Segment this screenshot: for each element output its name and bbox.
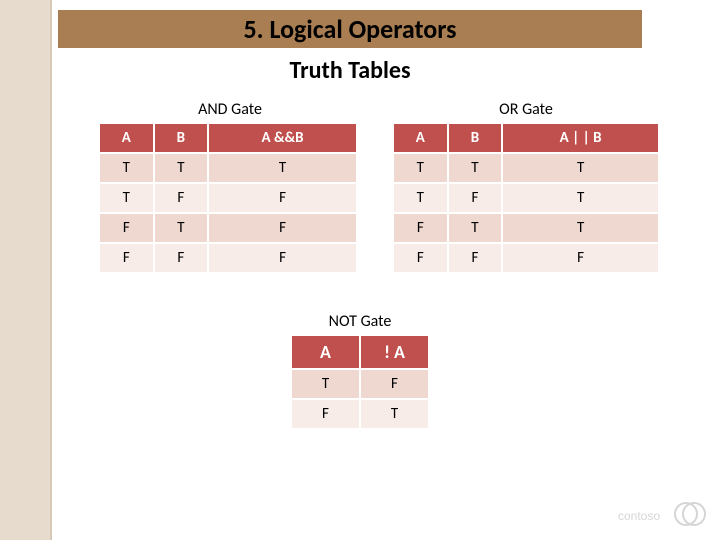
table-row: T T T <box>99 153 357 183</box>
and-truth-table: A B A &&B T T T T F F F T F F F F <box>98 122 358 274</box>
cell: F <box>448 243 503 273</box>
table-row: T F F <box>99 183 357 213</box>
slide-title-bar: 5. Logical Operators <box>58 10 642 48</box>
cell: T <box>448 213 503 243</box>
and-col-a: A <box>99 123 154 153</box>
or-col-result: A | | B <box>502 123 659 153</box>
not-truth-table: A ! A T F F T <box>290 334 430 430</box>
cell: F <box>393 243 448 273</box>
cell: T <box>154 153 209 183</box>
cell: T <box>154 213 209 243</box>
table-row: F F F <box>99 243 357 273</box>
cell: T <box>291 369 360 399</box>
cell: T <box>99 183 154 213</box>
or-gate-label: OR Gate <box>406 100 646 119</box>
cell: F <box>291 399 360 429</box>
cell: F <box>208 213 357 243</box>
slide-subtitle: Truth Tables <box>58 56 642 85</box>
or-col-a: A <box>393 123 448 153</box>
table-row: T F T <box>393 183 659 213</box>
cell: F <box>154 243 209 273</box>
and-col-result: A &&B <box>208 123 357 153</box>
cell: F <box>208 183 357 213</box>
cell: F <box>393 213 448 243</box>
cell: F <box>448 183 503 213</box>
cell: T <box>448 153 503 183</box>
cell: F <box>154 183 209 213</box>
left-decorative-strip <box>0 0 52 540</box>
cell: F <box>99 243 154 273</box>
cell: T <box>502 213 659 243</box>
table-row: F T F <box>99 213 357 243</box>
cell: F <box>99 213 154 243</box>
cell: T <box>208 153 357 183</box>
and-gate-label: AND Gate <box>120 100 340 119</box>
table-row: T T T <box>393 153 659 183</box>
not-gate-label: NOT Gate <box>260 312 460 331</box>
cell: T <box>99 153 154 183</box>
cell: T <box>502 183 659 213</box>
logo-text: contoso <box>618 509 660 523</box>
cell: T <box>393 183 448 213</box>
cell: T <box>502 153 659 183</box>
table-row: F F F <box>393 243 659 273</box>
cell: T <box>393 153 448 183</box>
cell: F <box>360 369 429 399</box>
contoso-logo: contoso <box>616 498 706 530</box>
not-col-a: A <box>291 335 360 369</box>
cell: F <box>502 243 659 273</box>
table-row: T F <box>291 369 429 399</box>
slide-title: 5. Logical Operators <box>243 13 456 45</box>
cell: F <box>208 243 357 273</box>
cell: T <box>360 399 429 429</box>
not-col-result: ! A <box>360 335 429 369</box>
table-row: F T T <box>393 213 659 243</box>
and-col-b: B <box>154 123 209 153</box>
table-row: F T <box>291 399 429 429</box>
or-col-b: B <box>448 123 503 153</box>
or-truth-table: A B A | | B T T T T F T F T T F F F <box>392 122 660 274</box>
